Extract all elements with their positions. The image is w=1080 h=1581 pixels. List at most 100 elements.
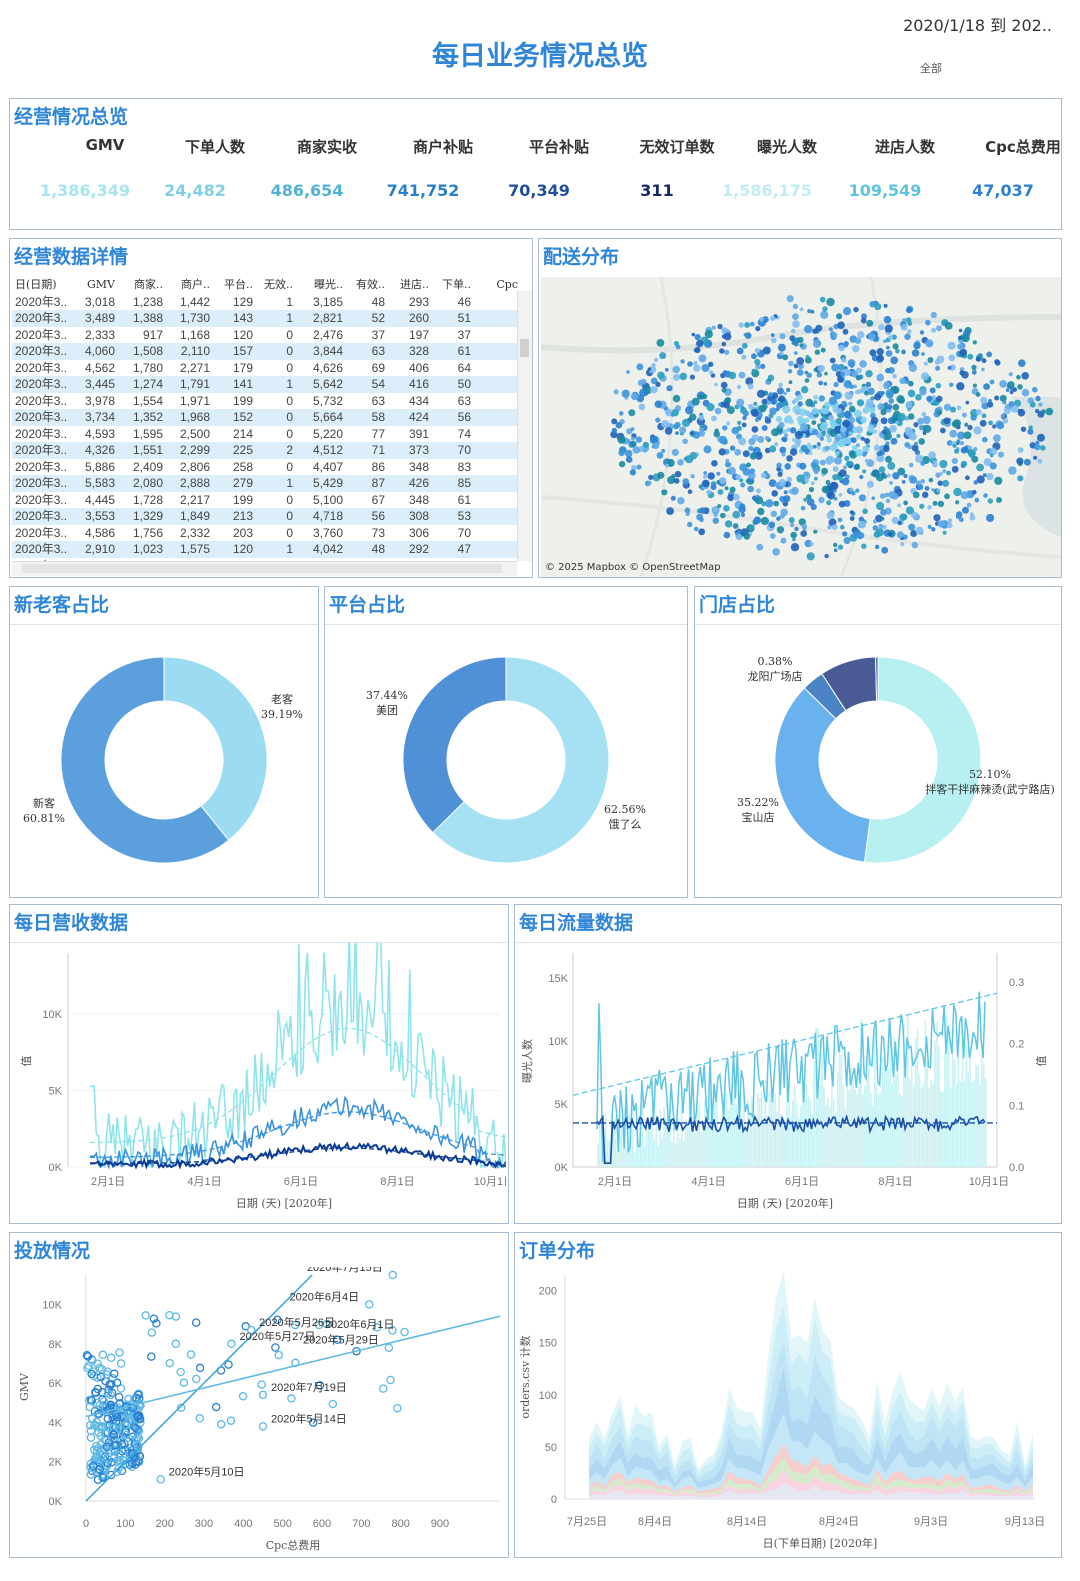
- delivery-point[interactable]: [728, 371, 737, 380]
- delivery-point[interactable]: [657, 371, 665, 380]
- delivery-point[interactable]: [932, 460, 937, 465]
- delivery-point[interactable]: [872, 525, 879, 531]
- delivery-point[interactable]: [820, 407, 827, 414]
- delivery-point[interactable]: [750, 408, 759, 417]
- delivery-point[interactable]: [993, 434, 1001, 443]
- delivery-point[interactable]: [833, 548, 838, 553]
- scatter-point[interactable]: [97, 1470, 107, 1480]
- scatter-point[interactable]: [238, 1391, 248, 1401]
- delivery-point[interactable]: [724, 520, 733, 528]
- delivery-point[interactable]: [901, 349, 906, 355]
- delivery-point[interactable]: [714, 382, 718, 387]
- delivery-point[interactable]: [738, 437, 747, 446]
- scatter-point[interactable]: [115, 1450, 124, 1460]
- delivery-point[interactable]: [838, 500, 846, 508]
- delivery-point[interactable]: [768, 413, 774, 419]
- delivery-point[interactable]: [651, 363, 656, 368]
- delivery-point[interactable]: [837, 544, 844, 550]
- table-header-cell[interactable]: 曝光..: [314, 278, 343, 291]
- delivery-point[interactable]: [746, 462, 751, 468]
- scatter-point[interactable]: [86, 1433, 96, 1442]
- delivery-point[interactable]: [724, 461, 731, 468]
- scatter-point[interactable]: [98, 1423, 107, 1432]
- scatter-point[interactable]: [85, 1402, 94, 1412]
- delivery-point[interactable]: [666, 507, 674, 515]
- delivery-point[interactable]: [997, 451, 1005, 458]
- delivery-point[interactable]: [671, 408, 679, 417]
- delivery-point[interactable]: [782, 354, 789, 361]
- delivery-point[interactable]: [832, 474, 839, 481]
- delivery-point[interactable]: [880, 391, 885, 395]
- delivery-point[interactable]: [989, 462, 997, 470]
- delivery-point[interactable]: [886, 345, 890, 350]
- delivery-point[interactable]: [813, 476, 818, 481]
- delivery-point[interactable]: [884, 432, 892, 441]
- delivery-point[interactable]: [790, 531, 797, 539]
- delivery-point[interactable]: [664, 367, 669, 372]
- delivery-point[interactable]: [626, 370, 630, 374]
- delivery-point[interactable]: [944, 322, 953, 330]
- delivery-point[interactable]: [738, 505, 746, 514]
- delivery-point[interactable]: [825, 458, 833, 465]
- delivery-point[interactable]: [797, 369, 804, 376]
- delivery-point[interactable]: [835, 417, 842, 425]
- delivery-point[interactable]: [931, 327, 937, 333]
- delivery-point[interactable]: [848, 416, 856, 424]
- delivery-point[interactable]: [711, 460, 718, 467]
- scatter-point[interactable]: [132, 1434, 141, 1444]
- delivery-point[interactable]: [878, 466, 886, 473]
- delivery-point[interactable]: [824, 371, 828, 376]
- delivery-point[interactable]: [875, 514, 883, 523]
- delivery-point[interactable]: [800, 423, 809, 432]
- store-filter[interactable]: 全部: [920, 62, 942, 75]
- delivery-point[interactable]: [687, 521, 693, 528]
- delivery-point[interactable]: [682, 478, 689, 485]
- delivery-point[interactable]: [942, 479, 950, 487]
- delivery-point[interactable]: [796, 357, 805, 365]
- delivery-point[interactable]: [971, 455, 979, 463]
- scatter-point[interactable]: [314, 1320, 324, 1330]
- scatter-point[interactable]: [290, 1320, 300, 1330]
- table-row[interactable]: 2020年3.. 3,489 1,388 1,730 143 1 2,821 52 260 51: [12, 310, 518, 327]
- delivery-point[interactable]: [754, 496, 764, 505]
- delivery-point[interactable]: [713, 512, 718, 517]
- delivery-point[interactable]: [719, 348, 725, 354]
- delivery-point[interactable]: [855, 426, 863, 434]
- delivery-point[interactable]: [897, 467, 906, 476]
- delivery-point[interactable]: [736, 398, 745, 407]
- delivery-point[interactable]: [890, 437, 898, 445]
- delivery-point[interactable]: [768, 479, 777, 487]
- delivery-point[interactable]: [895, 348, 900, 354]
- delivery-point[interactable]: [987, 401, 994, 408]
- delivery-point[interactable]: [911, 444, 919, 452]
- scatter-point[interactable]: [110, 1369, 119, 1378]
- delivery-point[interactable]: [886, 473, 891, 478]
- delivery-point[interactable]: [856, 367, 862, 374]
- delivery-point[interactable]: [679, 426, 687, 434]
- scatter-point[interactable]: [106, 1353, 116, 1363]
- delivery-point[interactable]: [932, 500, 938, 506]
- delivery-point[interactable]: [740, 512, 746, 517]
- delivery-point[interactable]: [802, 480, 806, 485]
- delivery-point[interactable]: [903, 500, 908, 506]
- delivery-point[interactable]: [799, 408, 807, 416]
- delivery-point[interactable]: [864, 390, 869, 396]
- delivery-point[interactable]: [679, 372, 688, 381]
- scatter-point[interactable]: [400, 1327, 409, 1337]
- delivery-point[interactable]: [699, 517, 704, 523]
- delivery-point[interactable]: [869, 349, 877, 357]
- delivery-point[interactable]: [931, 488, 935, 492]
- delivery-point[interactable]: [776, 462, 782, 469]
- delivery-point[interactable]: [960, 460, 968, 468]
- delivery-point[interactable]: [799, 343, 804, 348]
- delivery-point[interactable]: [880, 417, 888, 425]
- delivery-point[interactable]: [718, 402, 722, 407]
- delivery-point[interactable]: [852, 345, 860, 353]
- delivery-point[interactable]: [858, 494, 866, 502]
- delivery-point[interactable]: [751, 426, 759, 433]
- delivery-point[interactable]: [722, 370, 728, 375]
- delivery-point[interactable]: [647, 367, 652, 371]
- delivery-point[interactable]: [919, 388, 927, 396]
- delivery-point[interactable]: [769, 445, 777, 453]
- delivery-point[interactable]: [905, 401, 913, 409]
